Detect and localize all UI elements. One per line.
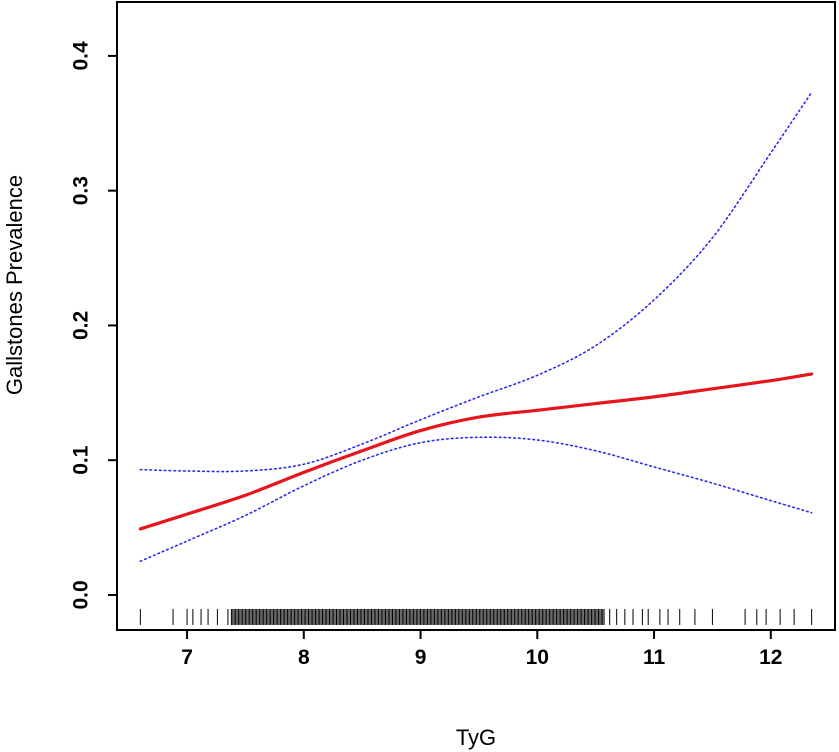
ci-upper-line (139, 91, 813, 473)
fit-line (138, 372, 814, 531)
series-group (138, 91, 814, 563)
y-tick-label: 0.1 (70, 445, 93, 475)
y-axis-title: Gallstones Prevalence (2, 175, 27, 395)
ci-lower-line (139, 436, 813, 563)
x-tick-label: 11 (643, 646, 666, 669)
plot-frame (116, 1, 836, 631)
y-tick-label: 0.0 (70, 580, 93, 609)
x-tick-label: 12 (759, 646, 782, 669)
y-tick-label: 0.3 (70, 176, 93, 205)
x-tick-label: 8 (298, 646, 310, 669)
x-tick-label: 9 (415, 646, 427, 669)
y-tick-label: 0.4 (70, 41, 93, 71)
y-tick-label: 0.2 (70, 311, 93, 340)
x-axis: 7 8 9 10 11 12 (181, 630, 782, 669)
x-tick-label: 7 (181, 646, 193, 669)
x-tick-label: 10 (526, 646, 549, 669)
rug-plot (139, 608, 813, 625)
x-axis-title: TyG (456, 725, 496, 750)
y-axis: 0.0 0.1 0.2 0.3 0.4 (70, 41, 117, 610)
